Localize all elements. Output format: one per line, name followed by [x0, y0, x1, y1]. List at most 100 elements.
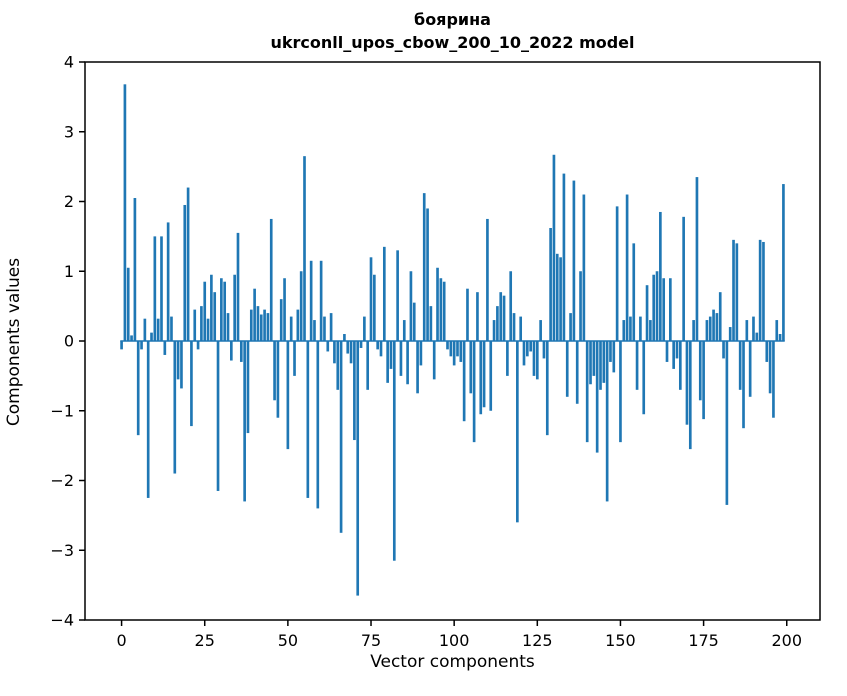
bar: [406, 341, 409, 385]
bar: [136, 341, 140, 436]
bar: [200, 306, 203, 342]
bar: [206, 318, 210, 341]
bar: [313, 320, 316, 341]
bar: [329, 313, 333, 341]
bar: [203, 281, 207, 341]
bar: [512, 313, 516, 341]
bar: [715, 313, 719, 341]
bar: [220, 278, 223, 341]
bar: [233, 274, 236, 341]
bar: [555, 253, 559, 341]
x-tick-label: 125: [522, 631, 553, 650]
bar: [170, 316, 173, 341]
bar: [462, 341, 466, 422]
bar: [230, 341, 233, 361]
bar: [412, 302, 416, 341]
bar: [130, 335, 133, 341]
bar: [259, 314, 263, 341]
bar: [249, 309, 253, 341]
bar: [286, 341, 290, 450]
bar: [632, 243, 636, 341]
bar: [772, 341, 775, 418]
bar: [542, 341, 546, 359]
bar: [269, 218, 273, 341]
bar: [582, 194, 586, 341]
bar: [283, 278, 286, 341]
bar: [752, 316, 755, 341]
bar: [409, 271, 413, 341]
bar: [333, 341, 336, 364]
bar: [708, 316, 712, 341]
bar: [755, 332, 759, 341]
bar: [728, 327, 732, 341]
bar: [662, 278, 666, 341]
bar: [439, 278, 443, 341]
bar: [712, 309, 715, 341]
bar: [682, 216, 685, 341]
bar: [432, 341, 436, 380]
bar: [359, 341, 363, 348]
bar: [698, 341, 702, 401]
bar: [176, 341, 180, 380]
y-tick-label: −2: [50, 471, 74, 490]
bar: [642, 341, 646, 415]
bar: [296, 309, 300, 341]
bar: [738, 341, 742, 390]
bar: [506, 341, 509, 376]
bar: [599, 341, 602, 390]
bar: [306, 341, 310, 498]
bar: [396, 250, 399, 341]
y-axis-label: Components values: [4, 257, 24, 427]
bar: [672, 341, 675, 369]
bar: [622, 320, 626, 341]
bar: [193, 309, 197, 341]
bar: [299, 271, 303, 341]
bar: [163, 341, 167, 355]
bar: [210, 274, 213, 341]
bar: [143, 318, 147, 341]
bar: [316, 341, 320, 509]
bar: [253, 288, 256, 341]
bar: [629, 316, 632, 341]
bar: [446, 341, 449, 350]
y-tick-label: 0: [64, 332, 74, 351]
y-tick-label: −1: [50, 401, 74, 420]
bar: [276, 341, 280, 418]
bar: [373, 274, 376, 341]
bar: [579, 271, 582, 341]
bar: [146, 341, 150, 498]
bar: [562, 173, 566, 341]
x-tick-label: 100: [439, 631, 470, 650]
bar: [748, 341, 752, 397]
bar: [649, 320, 652, 341]
bar: [472, 341, 476, 443]
bar: [339, 341, 343, 533]
bar: [535, 341, 539, 380]
y-tick-label: −4: [50, 611, 74, 630]
bar: [382, 246, 386, 341]
bar: [243, 341, 246, 502]
bar: [665, 341, 669, 362]
bar: [499, 292, 503, 341]
bar: [392, 341, 396, 561]
bar: [323, 316, 326, 341]
bar: [516, 341, 519, 523]
bar: [625, 194, 629, 341]
chart-title: боярина ukrconll_upos_cbow_200_10_2022 m…: [85, 8, 820, 54]
bar: [123, 84, 127, 341]
bar: [236, 232, 240, 341]
bar: [293, 341, 296, 376]
bar: [745, 320, 749, 341]
bar: [685, 341, 689, 425]
bar: [422, 193, 426, 341]
bar: [655, 271, 659, 341]
bar: [429, 306, 433, 342]
bar: [349, 341, 353, 364]
bar: [353, 341, 356, 441]
x-tick-label: 75: [361, 631, 381, 650]
bar: [778, 334, 782, 341]
bar: [585, 341, 589, 443]
bar: [768, 341, 772, 394]
